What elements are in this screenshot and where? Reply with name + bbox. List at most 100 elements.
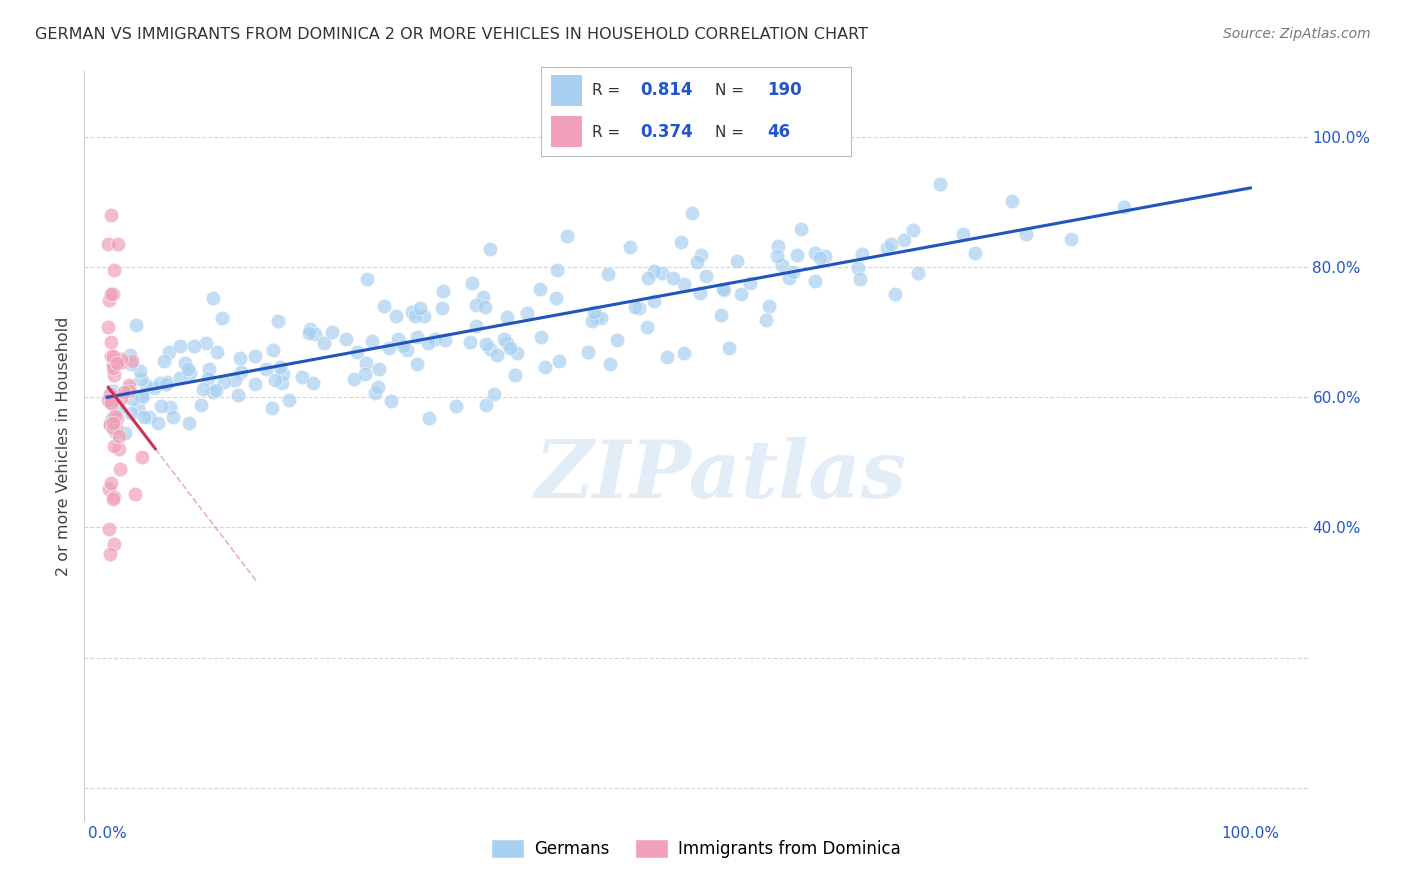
Point	[711, 282, 734, 296]
Point	[108, 429, 131, 443]
Point	[298, 326, 321, 340]
Point	[169, 371, 191, 385]
Point	[624, 300, 647, 314]
Point	[405, 357, 427, 371]
Point	[98, 387, 121, 401]
Point	[101, 349, 124, 363]
Point	[396, 343, 419, 357]
Point	[585, 310, 607, 324]
Point	[814, 249, 837, 263]
Point	[156, 375, 179, 389]
Point	[637, 271, 659, 285]
Point	[124, 487, 146, 501]
Point	[243, 349, 266, 363]
Point	[474, 301, 496, 315]
Point	[367, 380, 389, 394]
Point	[725, 254, 748, 268]
Point	[599, 357, 621, 371]
Point	[197, 371, 219, 385]
Point	[100, 476, 122, 491]
Point	[98, 293, 121, 307]
Point	[304, 326, 326, 341]
Point	[782, 265, 804, 279]
Point	[211, 311, 233, 326]
Point	[148, 376, 170, 390]
Point	[576, 344, 599, 359]
Point	[98, 390, 121, 404]
Point	[101, 361, 124, 376]
Point	[97, 393, 120, 408]
Point	[581, 314, 603, 328]
Text: 46: 46	[768, 123, 790, 141]
Point	[529, 282, 551, 296]
FancyBboxPatch shape	[551, 116, 582, 147]
Point	[766, 239, 789, 253]
Point	[689, 285, 711, 300]
Point	[105, 356, 128, 370]
Point	[101, 491, 124, 506]
Point	[97, 319, 120, 334]
Point	[361, 334, 384, 348]
Text: 0.814: 0.814	[640, 81, 693, 99]
Point	[179, 366, 201, 380]
Point	[149, 399, 172, 413]
Point	[98, 522, 121, 536]
Point	[103, 439, 125, 453]
Point	[548, 353, 571, 368]
Point	[202, 291, 225, 305]
Point	[314, 336, 336, 351]
Point	[153, 354, 176, 368]
Point	[108, 462, 131, 476]
Point	[343, 371, 366, 385]
Point	[401, 305, 423, 319]
Point	[101, 286, 124, 301]
Point	[461, 277, 484, 291]
Point	[100, 334, 122, 349]
Point	[444, 399, 467, 413]
Point	[132, 390, 155, 404]
Point	[269, 359, 291, 374]
Point	[901, 223, 924, 237]
Point	[423, 332, 446, 346]
Point	[363, 385, 385, 400]
FancyBboxPatch shape	[551, 75, 582, 106]
Point	[101, 384, 124, 399]
Point	[118, 381, 141, 395]
Point	[346, 345, 368, 359]
Point	[131, 389, 153, 403]
Point	[98, 547, 121, 561]
Point	[496, 335, 519, 350]
Point	[264, 373, 287, 387]
Point	[118, 348, 141, 362]
Point	[169, 338, 191, 352]
Point	[530, 330, 553, 344]
Point	[846, 261, 869, 276]
Point	[880, 236, 903, 251]
Point	[101, 357, 124, 371]
Point	[478, 342, 501, 356]
Point	[103, 262, 125, 277]
Point	[132, 410, 155, 425]
Point	[404, 309, 426, 323]
Point	[107, 237, 129, 252]
Point	[516, 306, 538, 320]
Point	[229, 365, 252, 379]
Point	[669, 235, 692, 249]
Point	[368, 362, 391, 376]
Point	[432, 284, 454, 298]
Point	[589, 310, 612, 325]
Point	[121, 392, 143, 407]
Legend: Germans, Immigrants from Dominica: Germans, Immigrants from Dominica	[485, 832, 907, 864]
Point	[118, 377, 141, 392]
Point	[138, 409, 160, 424]
Text: R =: R =	[592, 83, 626, 97]
Point	[534, 360, 557, 375]
Point	[108, 442, 131, 456]
Point	[179, 416, 201, 430]
Point	[1059, 232, 1081, 246]
Point	[135, 377, 157, 392]
Point	[100, 286, 122, 301]
Point	[110, 391, 132, 405]
Point	[97, 482, 120, 496]
Point	[478, 242, 501, 256]
